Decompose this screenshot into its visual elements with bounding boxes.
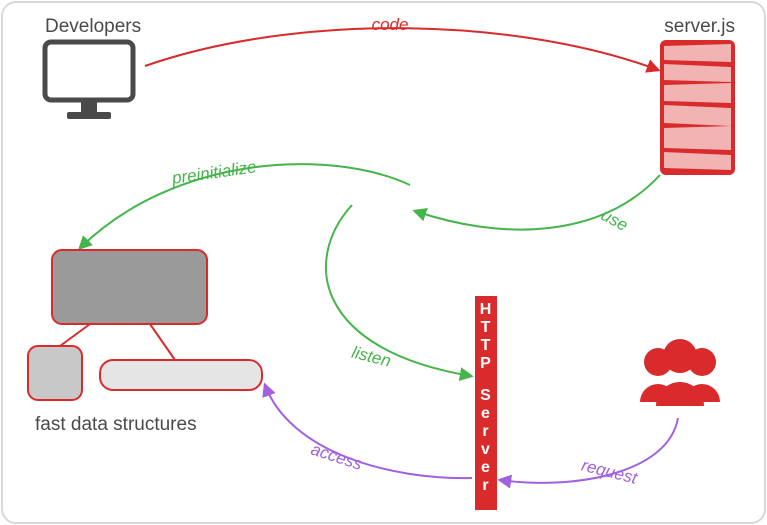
monitor-icon — [45, 42, 133, 119]
svg-text:T: T — [481, 337, 492, 354]
developers-label: Developers — [45, 16, 141, 37]
svg-text:v: v — [481, 441, 491, 458]
svg-text:e: e — [481, 405, 491, 422]
svg-text:S: S — [480, 387, 492, 404]
serverjs-label: server.js — [664, 16, 735, 37]
edge-request-label: request — [580, 456, 641, 488]
svg-text:r: r — [482, 423, 489, 440]
svg-text:e: e — [481, 459, 491, 476]
svg-text:r: r — [482, 477, 489, 494]
edge-use-label: use — [598, 205, 631, 235]
svg-text:H: H — [480, 301, 493, 318]
developers-node: Developers — [45, 16, 141, 119]
edge-listen-label: listen — [350, 343, 393, 371]
svg-text:T: T — [481, 319, 492, 336]
svg-text:P: P — [480, 355, 492, 372]
file-stack-icon — [660, 40, 735, 175]
edge-listen — [326, 205, 471, 376]
data-structures-label: fast data structures — [35, 414, 197, 435]
data-structures-node: fast data structures — [28, 250, 262, 435]
edge-access — [265, 385, 472, 478]
edge-access-label: access — [309, 440, 366, 475]
edge-code — [145, 28, 658, 70]
people-icon — [640, 339, 720, 406]
users-node — [640, 339, 720, 406]
serverjs-node: server.js — [660, 16, 735, 175]
edge-preinit-label: preinitialize — [170, 157, 258, 188]
http-server-node: H T T P S e r v e r — [475, 296, 497, 510]
edge-code-label: code — [372, 15, 409, 34]
